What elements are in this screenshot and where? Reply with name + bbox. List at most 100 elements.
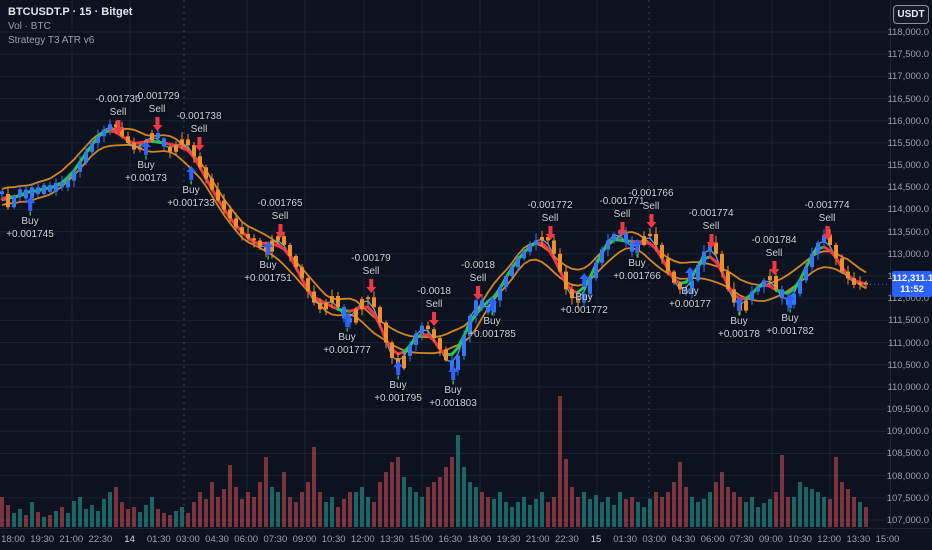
price-axis-label: 108,000.0: [886, 470, 929, 482]
price-axis-label: 115,500.0: [887, 137, 929, 149]
buy-signal: Buy +0.001751: [244, 240, 292, 285]
time-axis-label: 22:30: [554, 534, 579, 545]
buy-arrow-icon: [448, 366, 458, 385]
sell-signal-value: -0.001738: [176, 111, 222, 122]
sell-signal-label: Sell: [541, 212, 559, 224]
price-axis-label: 114,500.0: [887, 182, 929, 194]
buy-signal-label: Buy: [730, 316, 748, 327]
candlestick-chart[interactable]: [0, 0, 890, 528]
price-axis-label: 109,000.0: [886, 426, 929, 438]
sell-arrow-icon: [544, 226, 555, 240]
sell-signal: -0.001766 Sell: [628, 188, 674, 228]
buy-signal-label: Buy: [628, 258, 646, 269]
buy-signal: Buy +0.001745: [6, 196, 54, 241]
chart-area[interactable]: BTCUSDT.P · 15 · Bitget Vol · BTC Strate…: [0, 0, 890, 528]
sell-signal: -0.00179 Sell: [351, 253, 391, 293]
bar-countdown: 11:52: [900, 284, 924, 296]
buy-signal-value: +0.001772: [560, 304, 608, 316]
price-axis-label: 110,000.0: [887, 381, 929, 393]
buy-signal-label: Buy: [575, 292, 593, 303]
time-axis-label: 07:30: [729, 534, 754, 545]
time-axis-label: 10:30: [321, 534, 346, 545]
buy-signal: Buy +0.001772: [560, 272, 608, 317]
price-axis-label: 109,500.0: [886, 404, 929, 416]
price-axis-label: 113,500.0: [887, 226, 929, 238]
sell-arrow-icon: [768, 261, 779, 275]
buy-signal-label: Buy: [21, 216, 39, 227]
sell-signal-value: -0.001736: [95, 94, 141, 105]
buy-arrow-icon: [141, 141, 151, 160]
buy-signal-label: Buy: [444, 385, 462, 396]
buy-signal-label: Buy: [259, 260, 277, 271]
symbol-title[interactable]: BTCUSDT.P · 15 · Bitget: [8, 6, 133, 18]
price-axis-label: 114,000.0: [887, 204, 929, 216]
buy-signal: Buy +0.00177: [669, 266, 711, 311]
time-axis[interactable]: 18:00 19:30 21:00 22:30 14 01:30 03:00 04:30 06:…: [0, 528, 932, 550]
buy-signal-label: Buy: [137, 160, 155, 171]
sell-signal: -0.001729 Sell: [134, 91, 180, 131]
sell-arrow-icon: [365, 279, 376, 293]
sell-arrow-icon: [151, 117, 162, 131]
sell-arrow-icon: [193, 137, 204, 151]
buy-signal-label: Buy: [389, 380, 407, 391]
buy-arrow-icon: [734, 297, 744, 316]
buy-arrow-icon: [263, 241, 273, 260]
buy-signal-label: Buy: [483, 316, 501, 327]
buy-arrow-icon: [393, 361, 403, 380]
sell-arrow-icon: [274, 224, 285, 238]
sell-signal-value: -0.0018: [461, 260, 495, 271]
study-volume[interactable]: Vol · BTC: [8, 21, 51, 32]
sell-signal-label: Sell: [425, 298, 443, 310]
sell-signal-value: -0.0018: [417, 286, 451, 297]
sell-signal-label: Sell: [702, 220, 720, 232]
sell-signal-label: Sell: [190, 123, 208, 135]
time-axis-label: 06:00: [234, 534, 259, 545]
sell-signal-value: -0.001766: [628, 188, 674, 199]
buy-signal-value: +0.001751: [244, 272, 292, 284]
buy-signal-value: +0.001782: [766, 325, 814, 337]
time-axis-label: 16:30: [438, 534, 463, 545]
time-axis-label: 13:30: [846, 534, 871, 545]
buy-signal: Buy +0.00178: [718, 296, 760, 341]
sell-signal-label: Sell: [362, 265, 380, 277]
study-strategy[interactable]: Strategy T3 ATR v6: [8, 35, 95, 46]
buy-signal-value: +0.001745: [6, 228, 54, 240]
price-axis-label: 112,000.0: [887, 293, 929, 305]
buy-signal-value: +0.00177: [669, 298, 711, 310]
buy-arrow-icon: [342, 313, 352, 332]
sell-signal-label: Sell: [642, 200, 660, 212]
buy-arrow-icon: [186, 166, 196, 185]
sell-signal-label: Sell: [613, 208, 631, 220]
sell-signal-value: -0.00179: [351, 253, 391, 264]
time-axis-label: 13:30: [380, 534, 404, 545]
buy-signal-value: +0.001766: [613, 270, 661, 282]
currency-toggle-button[interactable]: USDT: [893, 5, 929, 24]
time-axis-label: 03:00: [176, 534, 200, 545]
price-axis[interactable]: USDT 118,000.0 117,500.0 117,000.0 116,500.…: [886, 0, 932, 528]
time-axis-label: 14: [124, 534, 135, 545]
time-axis-label: 04:30: [671, 534, 696, 545]
sell-arrow-icon: [428, 312, 439, 326]
price-axis-label: 118,000.0: [887, 27, 929, 38]
time-axis-label: 12:00: [350, 534, 375, 545]
price-axis-label: 110,500.0: [887, 359, 929, 371]
buy-arrow-icon: [25, 197, 35, 216]
time-axis-label: 09:00: [759, 534, 783, 545]
buy-signal: Buy +0.001785: [468, 296, 516, 341]
sell-signal-value: -0.001729: [134, 91, 180, 102]
buy-signal-value: +0.00173: [125, 172, 167, 184]
price-axis-label: 115,000.0: [887, 160, 929, 172]
sell-signal-value: -0.001774: [688, 208, 734, 219]
sell-arrow-icon: [821, 226, 832, 240]
buy-signal: Buy +0.001777: [323, 312, 371, 357]
sell-signal-label: Sell: [109, 106, 127, 118]
sell-signal: -0.001736 Sell: [95, 94, 141, 134]
buy-signal: Buy +0.001803: [429, 365, 477, 410]
sell-signal-label: Sell: [271, 210, 289, 222]
buy-signal-label: Buy: [338, 332, 356, 343]
buy-signal-value: +0.001803: [429, 397, 477, 409]
sell-arrow-icon: [705, 234, 716, 248]
time-axis-label: 09:00: [292, 534, 317, 545]
current-price-badge: 112,311.1 11:52: [892, 271, 932, 298]
